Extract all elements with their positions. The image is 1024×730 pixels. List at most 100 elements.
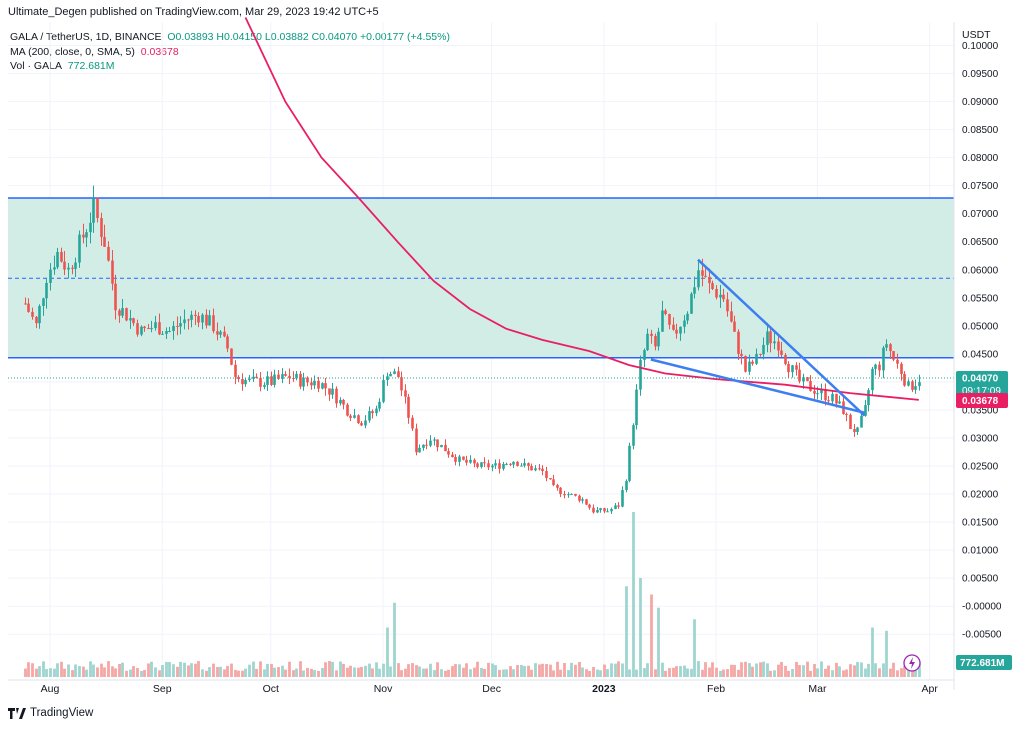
candle-body: [187, 319, 190, 321]
candle-body: [816, 393, 819, 395]
candle-body: [512, 461, 515, 465]
volume-bar: [407, 664, 410, 677]
price-tick-label: 0.10000: [962, 41, 999, 52]
candle-body: [907, 381, 910, 386]
volume-bar: [755, 663, 758, 677]
candle-body: [216, 331, 219, 335]
candle-body: [433, 439, 436, 441]
volume-bar: [129, 669, 132, 677]
volume-bar: [795, 661, 798, 677]
candle-body: [740, 353, 743, 356]
volume-bar: [914, 665, 917, 677]
time-tick-label: Oct: [263, 683, 279, 695]
candle-body: [654, 335, 657, 347]
volume-bar: [534, 663, 537, 677]
candle-body: [787, 364, 790, 373]
volume-bar: [42, 661, 45, 677]
volume-bar: [230, 663, 233, 677]
candle-body: [762, 344, 765, 355]
volume-bar: [241, 670, 244, 677]
candle-body: [809, 381, 812, 391]
volume-bar: [454, 664, 457, 677]
legend-ma-label[interactable]: MA (200, close, 0, SMA, 5): [10, 45, 135, 58]
volume-bar: [512, 669, 515, 677]
candle-body: [574, 493, 577, 496]
candle-body: [161, 333, 164, 335]
volume-bar: [386, 627, 389, 677]
chart-legend: GALA / TetherUS, 1D, BINANCE O0.03893 H0…: [10, 30, 450, 74]
volume-bar: [197, 661, 200, 677]
volume-bar: [556, 661, 559, 677]
candle-body: [38, 305, 41, 324]
volume-bar: [422, 668, 425, 677]
volume-bar: [429, 663, 432, 677]
candle-body: [234, 364, 237, 377]
volume-bar: [711, 662, 714, 677]
candle-body: [353, 415, 356, 418]
volume-bar: [737, 669, 740, 677]
volume-bar: [693, 619, 696, 677]
candle-body: [744, 355, 747, 372]
volume-bar: [440, 669, 443, 677]
candle-body: [856, 427, 859, 432]
candle-body: [78, 234, 81, 263]
candle-body: [273, 374, 276, 385]
candle-body: [397, 371, 400, 378]
candle-body: [386, 376, 389, 381]
volume-bar: [509, 666, 512, 677]
candle-body: [530, 466, 533, 471]
candle-body: [795, 365, 798, 370]
volume-bar: [397, 663, 400, 677]
candle-body: [212, 315, 215, 332]
candle-body: [675, 329, 678, 334]
volume-bar: [150, 661, 153, 677]
legend-vol-label[interactable]: Vol · GALA: [10, 60, 62, 72]
volume-bar: [263, 669, 266, 677]
volume-bar: [237, 670, 240, 677]
volume-bar: [498, 669, 501, 677]
price-tick-label: 0.06500: [962, 237, 999, 248]
volume-bar: [603, 664, 606, 677]
candle-body: [205, 314, 208, 326]
candle-body: [462, 456, 465, 460]
candle-body: [889, 344, 892, 352]
candle-body: [813, 390, 816, 394]
candle-body: [266, 376, 269, 385]
candle-body: [368, 411, 371, 421]
candle-body: [806, 377, 809, 382]
volume-bar: [824, 668, 827, 677]
ma-layer: [244, 17, 919, 401]
volume-bar: [273, 667, 276, 677]
candle-body: [299, 373, 302, 387]
candle-body: [896, 359, 899, 364]
candle-body: [838, 401, 841, 404]
candle-body: [125, 308, 128, 321]
candle-body: [208, 315, 211, 326]
candle-body: [154, 322, 157, 329]
volume-bar: [248, 664, 251, 677]
volume-bar: [226, 665, 229, 677]
candle-body: [56, 251, 59, 268]
volume-bar: [885, 630, 888, 677]
candle-body: [614, 505, 617, 509]
candle-body: [310, 382, 313, 386]
volume-bar: [588, 670, 591, 677]
tradingview-footer[interactable]: TradingView: [8, 707, 93, 719]
volume-bar: [502, 669, 505, 677]
candle-body: [342, 399, 345, 405]
volume-bar: [831, 670, 834, 677]
volume-bar: [632, 512, 635, 677]
candle-body: [483, 462, 486, 464]
volume-bar: [433, 670, 436, 677]
volume-bar: [766, 663, 769, 677]
legend-symbol[interactable]: GALA / TetherUS, 1D, BINANCE: [10, 31, 162, 43]
volume-bar: [223, 669, 226, 677]
volume-bar: [462, 667, 465, 677]
candle-body: [418, 447, 421, 453]
candle-body: [436, 439, 439, 448]
volume-bar: [382, 663, 385, 677]
volume-bar: [867, 663, 870, 677]
candle-body: [277, 374, 280, 379]
candle-body: [683, 320, 686, 327]
